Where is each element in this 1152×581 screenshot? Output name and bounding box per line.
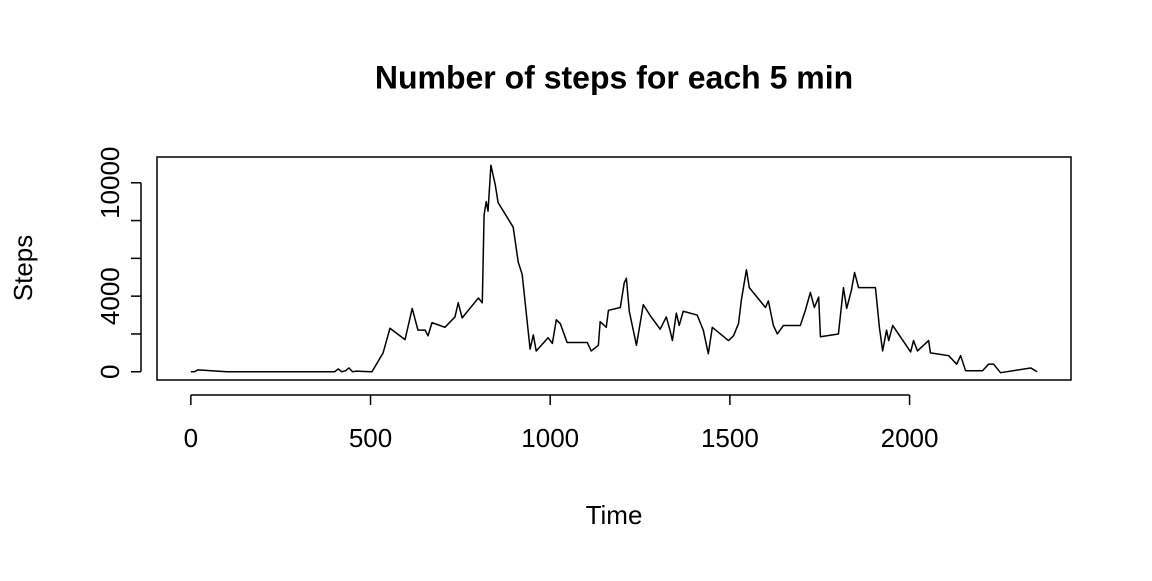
- chart-title: Number of steps for each 5 min: [375, 59, 853, 95]
- y-tick-label: 0: [95, 365, 125, 379]
- x-tick-label: 0: [184, 423, 198, 453]
- x-tick-label: 1500: [701, 423, 759, 453]
- y-tick-label: 10000: [95, 147, 125, 219]
- x-tick-label: 1000: [521, 423, 579, 453]
- y-tick-label: 4000: [95, 267, 125, 325]
- x-axis-label: Time: [586, 500, 643, 530]
- plot-box: [156, 156, 1072, 381]
- x-tick-label: 500: [349, 423, 392, 453]
- y-axis-label: Steps: [8, 235, 38, 302]
- x-tick-label: 2000: [881, 423, 939, 453]
- data-line: [190, 164, 1038, 374]
